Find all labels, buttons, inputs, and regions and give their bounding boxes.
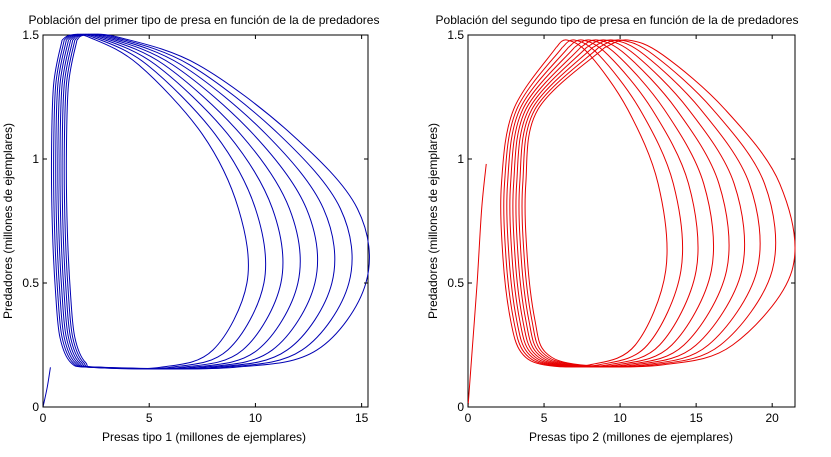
- x-ticks: 0 5 10 15: [40, 35, 369, 425]
- y-tick-label: 0.5: [447, 276, 464, 290]
- x-axis-label: Presas tipo 1 (millones de ejemplares): [102, 430, 306, 444]
- x-tick-label: 5: [146, 411, 153, 425]
- curve-group: [467, 39, 796, 408]
- y-ticks: 0 0.5 1 1.5: [22, 28, 368, 414]
- x-axis-label: Presas tipo 2 (millones de ejemplares): [529, 430, 733, 444]
- x-tick-label: 0: [40, 411, 47, 425]
- y-tick-label: 0.5: [22, 276, 39, 290]
- y-tick-label: 0: [457, 400, 464, 414]
- trajectory-curve: [65, 33, 370, 370]
- plot-area: [467, 34, 796, 408]
- trajectory-curve: [503, 39, 683, 368]
- trajectory-curve: [506, 39, 699, 368]
- trajectory-curve: [63, 33, 353, 370]
- trajectory-curve: [500, 39, 668, 368]
- y-tick-label: 1.5: [447, 28, 464, 42]
- y-tick-label: 1.5: [22, 28, 39, 42]
- y-axis-label: Predadores (millones de ejemplares): [426, 123, 440, 319]
- y-tick-label: 1: [457, 152, 464, 166]
- trajectory-curve: [55, 33, 284, 370]
- trajectory-curve: [61, 33, 336, 370]
- trajectory-curve: [53, 33, 267, 370]
- trajectory-curve: [509, 39, 715, 368]
- trajectory-curve: [50, 33, 249, 370]
- chart-panel-prey2: Población del segundo tipo de presa en f…: [426, 13, 798, 444]
- x-tick-label: 5: [541, 411, 548, 425]
- plot-area: [42, 34, 369, 408]
- trajectory-curve: [42, 367, 51, 408]
- x-tick-label: 15: [689, 411, 703, 425]
- chart-title: Población del primer tipo de presa en fu…: [29, 13, 380, 27]
- chart-panel-prey1: Población del primer tipo de presa en fu…: [1, 13, 379, 444]
- trajectory-curve: [521, 39, 777, 368]
- trajectory-curve: [512, 39, 730, 368]
- x-tick-label: 10: [249, 411, 263, 425]
- chart-title: Población del segundo tipo de presa en f…: [436, 13, 799, 27]
- trajectory-curve: [515, 39, 746, 368]
- trajectory-curve: [467, 163, 487, 408]
- y-axis-label: Predadores (millones de ejemplares): [1, 123, 15, 319]
- y-ticks: 0 0.5 1 1.5: [447, 28, 795, 414]
- x-tick-label: 10: [613, 411, 627, 425]
- y-tick-label: 0: [32, 400, 39, 414]
- trajectory-curve: [59, 33, 318, 370]
- trajectory-curve: [518, 39, 761, 368]
- trajectory-curve: [57, 33, 301, 370]
- x-ticks: 0 5 10 15 20: [465, 35, 780, 425]
- y-tick-label: 1: [32, 152, 39, 166]
- trajectory-curve: [524, 39, 796, 368]
- curve-group: [42, 33, 370, 408]
- x-tick-label: 0: [465, 411, 472, 425]
- x-tick-label: 20: [766, 411, 780, 425]
- x-tick-label: 15: [355, 411, 369, 425]
